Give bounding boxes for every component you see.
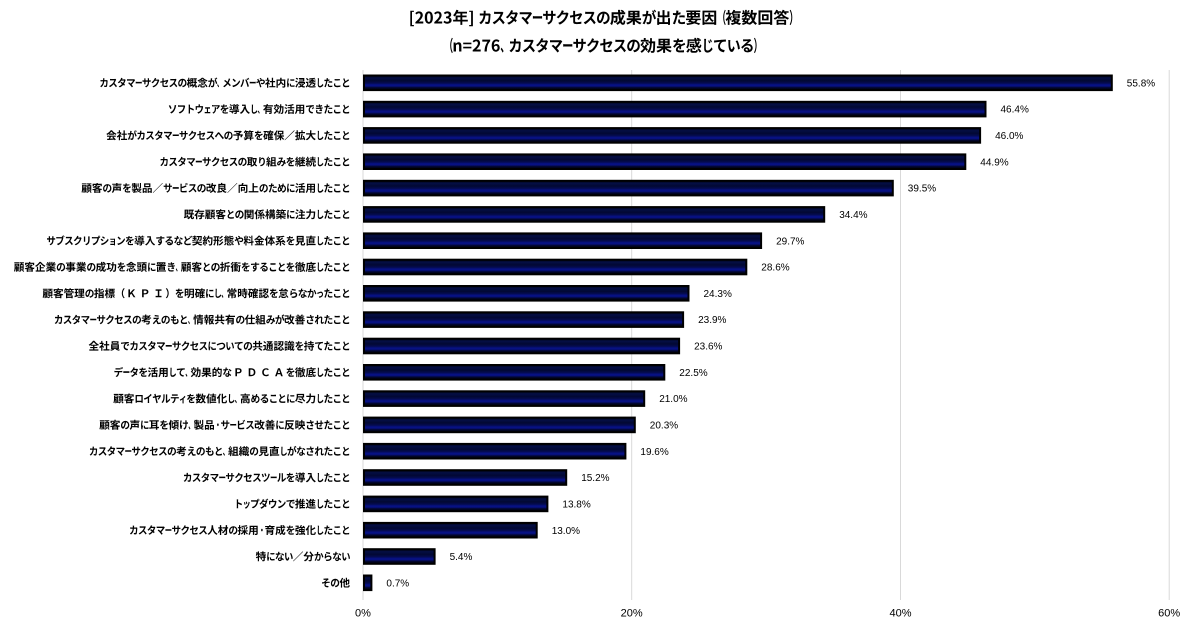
svg-text:60%: 60% bbox=[1158, 608, 1180, 620]
svg-text:40%: 40% bbox=[889, 608, 911, 620]
svg-text:22.5%: 22.5% bbox=[679, 368, 707, 379]
svg-text:28.6%: 28.6% bbox=[761, 263, 789, 274]
svg-text:19.6%: 19.6% bbox=[640, 447, 668, 458]
svg-text:46.4%: 46.4% bbox=[1001, 105, 1029, 116]
svg-text:13.0%: 13.0% bbox=[552, 526, 580, 537]
svg-text:39.5%: 39.5% bbox=[908, 184, 936, 195]
svg-text:20.3%: 20.3% bbox=[650, 421, 678, 432]
svg-text:0%: 0% bbox=[355, 608, 371, 620]
svg-text:34.4%: 34.4% bbox=[839, 210, 867, 221]
svg-text:24.3%: 24.3% bbox=[704, 289, 732, 300]
svg-text:44.9%: 44.9% bbox=[980, 157, 1008, 168]
svg-text:55.8%: 55.8% bbox=[1127, 78, 1155, 89]
svg-text:13.8%: 13.8% bbox=[562, 500, 590, 511]
svg-text:23.9%: 23.9% bbox=[698, 315, 726, 326]
svg-text:23.6%: 23.6% bbox=[694, 342, 722, 353]
svg-text:5.4%: 5.4% bbox=[450, 552, 473, 563]
svg-text:0.7%: 0.7% bbox=[386, 578, 409, 589]
svg-text:20%: 20% bbox=[621, 608, 643, 620]
svg-text:15.2%: 15.2% bbox=[581, 473, 609, 484]
svg-text:29.7%: 29.7% bbox=[776, 236, 804, 247]
svg-text:21.0%: 21.0% bbox=[659, 394, 687, 405]
svg-text:46.0%: 46.0% bbox=[995, 131, 1023, 142]
